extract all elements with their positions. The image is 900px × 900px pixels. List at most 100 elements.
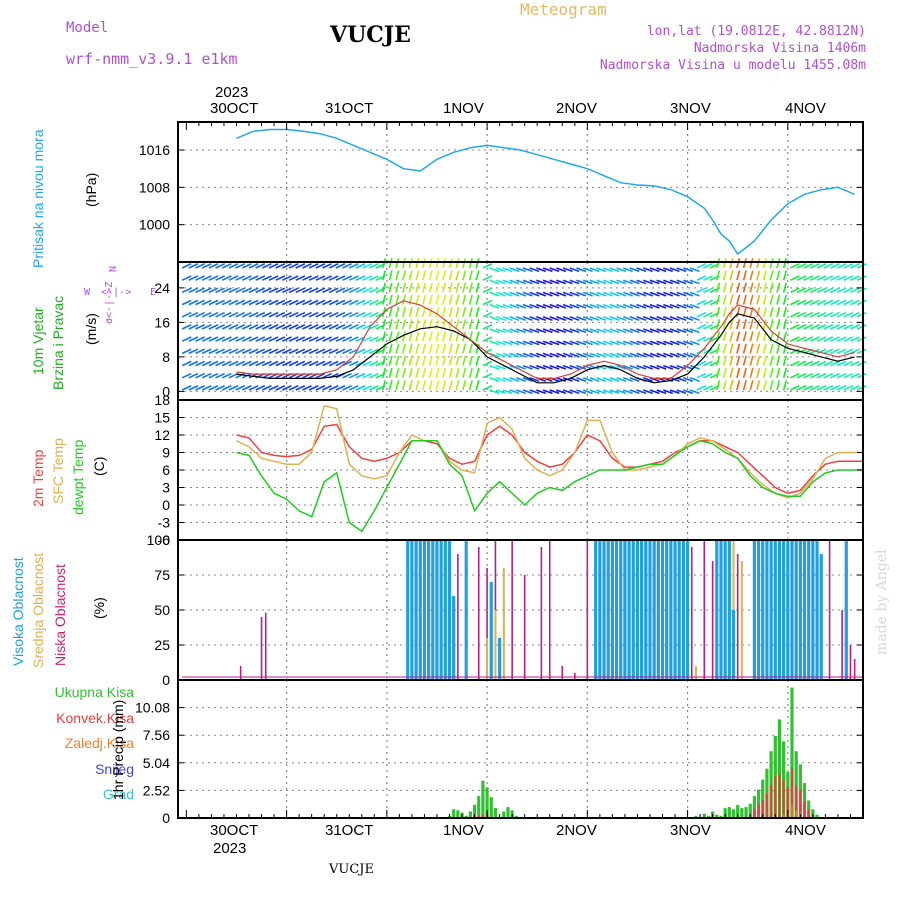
wind-barb [562,328,573,334]
wind-barb [455,355,460,366]
wind-barb [502,316,513,321]
wind-barb [769,306,774,318]
wind-barb [268,360,279,367]
wind-barb [288,299,299,306]
cloud_high-bar [439,540,443,680]
wind-barb [669,389,680,395]
cloud_high-bar [752,540,757,680]
wind-barb [342,372,352,379]
wind-barb [275,385,286,391]
cloud_high-bar [602,540,606,680]
wind-barb [856,263,867,269]
wind-barb [415,306,420,318]
wind-barb [215,360,225,367]
wind-barb [448,367,453,379]
wind-barb [536,340,547,346]
wind-barb [616,328,627,334]
cloud_low-bar [486,568,488,680]
wind-barb [576,340,587,346]
wind-barb [282,263,292,269]
wind-barb [803,336,814,342]
wind-barb [816,360,827,367]
wind-barb [636,389,647,395]
wind-barb [649,279,660,285]
wind-barb [850,275,860,281]
wind-barb [683,389,694,395]
wind-barb [355,348,366,355]
wind-barb [556,316,567,321]
wind-barb [502,377,513,382]
wind-barb [462,367,467,379]
wind-barb [282,324,292,330]
wind-barb [282,275,292,281]
cloud_high-bar [594,540,598,680]
wind-barb [549,303,560,309]
wind-barb [643,364,653,370]
wind-barb [368,348,379,355]
wind-barb [295,324,306,330]
wind-barb [489,291,500,297]
wind-barb [308,287,319,294]
wind-barb [782,343,788,354]
wind-barb [335,385,346,391]
wind-barb [428,380,433,391]
wind-barb [195,287,205,294]
wind-barb [549,316,560,321]
wind-barb [516,279,526,285]
y-tick-label: 1000 [139,217,170,233]
wind-barb [522,267,533,273]
wind-barb [401,367,407,379]
wind-barb [669,291,680,297]
wind-barb [596,389,607,395]
wind-barb [602,377,613,382]
wind-barb [843,385,854,391]
wind-barb [388,270,393,281]
wind-barb [609,267,620,273]
wind-barb [582,352,593,358]
wind-barb [315,275,326,281]
wind-barb [676,340,687,346]
wind-barb [328,360,339,367]
wind-barb [669,364,680,370]
wind-barb [602,316,613,321]
wind-barb [596,279,607,285]
precip_conv-bar [481,814,485,818]
wind-barb [421,331,427,342]
wind-barb [663,279,674,285]
precip_total-bar [456,810,460,818]
wind-barb [262,360,272,367]
wind-barb [228,360,239,367]
top-day-label: 3NOV [670,100,711,117]
wind-barb [208,360,219,367]
wind-barb [683,279,694,285]
wind-barb [689,389,700,395]
wind-barb [769,258,774,269]
wind-barb [716,319,721,330]
wind-barb [401,294,407,305]
cloud_high-bar [610,540,614,680]
wind-barb [622,291,633,297]
wind-barb [408,270,413,281]
wind-barb [716,258,721,269]
wind-barb [850,324,860,330]
wind-barb [248,324,259,330]
cloud_low-bar [736,554,739,680]
y-tick-label: 9 [162,445,170,461]
wind-barb [536,389,547,395]
wind-barb [195,385,205,391]
wind-barb [428,258,433,269]
wind-barb [248,311,259,318]
wind-barb [368,311,379,318]
y-tick-label: 0 [162,497,170,513]
precip_conv-bar [778,774,781,818]
precip_conv-bar [477,815,480,818]
wind-barb [435,331,440,342]
wind-barb [616,389,627,395]
wind-barb [789,299,800,306]
wind-barb [522,303,533,309]
wind-barb [401,355,407,366]
cloud_high-bar [815,540,819,680]
wind-barb [803,372,814,379]
wind-barb [589,377,600,382]
